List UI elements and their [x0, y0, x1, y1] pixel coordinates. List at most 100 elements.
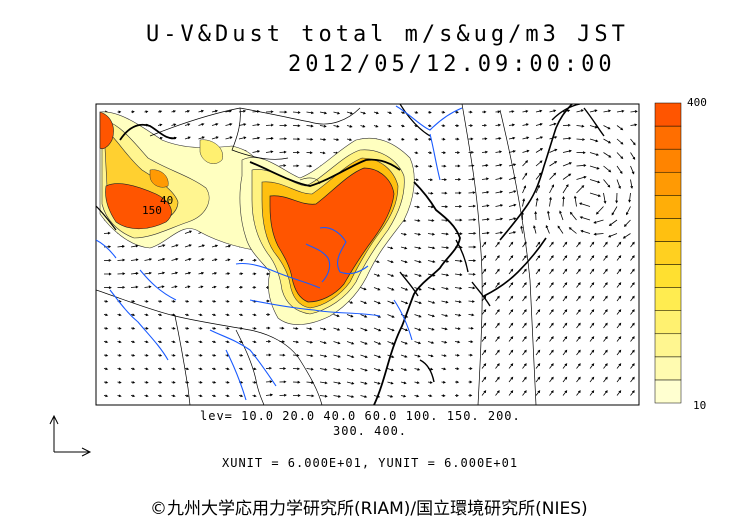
- wind-vector: [333, 314, 340, 318]
- wind-vector: [211, 313, 217, 317]
- wind-vector: [468, 245, 477, 249]
- wind-vector: [319, 368, 328, 371]
- wind-vector: [333, 341, 341, 345]
- wind-vector: [427, 300, 436, 304]
- wind-vector: [211, 272, 218, 275]
- wind-vector: [562, 136, 572, 140]
- wind-vector: [589, 109, 598, 113]
- wind-vector: [319, 341, 327, 344]
- wind-vector: [117, 285, 126, 289]
- wind-vector: [333, 111, 341, 115]
- wind-vector: [360, 381, 368, 385]
- wind-vector: [414, 232, 422, 236]
- wind-vector: [535, 282, 541, 288]
- wind-vector: [495, 123, 502, 127]
- wind-vector: [130, 285, 139, 289]
- wind-vector: [630, 179, 634, 189]
- wind-vector: [454, 259, 463, 263]
- wind-vector: [144, 353, 149, 357]
- wind-vector: [225, 299, 230, 303]
- wind-vector: [508, 241, 514, 248]
- wind-vector: [387, 300, 395, 305]
- wind-vector: [616, 268, 622, 275]
- wind-vector: [198, 299, 203, 303]
- wind-vector: [117, 313, 122, 317]
- wind-vector: [562, 255, 568, 261]
- wind-vector: [360, 287, 367, 291]
- wind-vector: [387, 327, 395, 332]
- wind-vector: [306, 327, 313, 331]
- wind-vector: [279, 150, 287, 154]
- wind-vector: [616, 336, 622, 342]
- wind-vector: [522, 149, 530, 153]
- contour-levels-line1: lev= 10.0 20.0 40.0 60.0 100. 150. 200.: [200, 409, 521, 423]
- wind-vector: [589, 376, 595, 383]
- wind-vector: [549, 148, 558, 153]
- wind-vector: [292, 151, 300, 154]
- wind-vector: [414, 327, 422, 331]
- wind-vector: [454, 191, 462, 195]
- wind-vector: [441, 151, 447, 155]
- wind-vector: [211, 109, 218, 113]
- wind-vector: [454, 273, 463, 277]
- wind-vector: [468, 380, 473, 384]
- wind-vector: [495, 363, 500, 369]
- wind-vector: [454, 205, 463, 208]
- wind-vector: [481, 255, 487, 261]
- wind-vector: [468, 272, 476, 276]
- wind-vector: [427, 314, 435, 318]
- wind-vector: [579, 216, 591, 221]
- wind-vector: [400, 300, 409, 305]
- wind-vector: [535, 136, 544, 140]
- wind-vector: [103, 394, 109, 398]
- wind-vector: [535, 160, 543, 167]
- wind-vector: [454, 380, 460, 384]
- wind-vector: [225, 272, 231, 276]
- wind-vector: [589, 390, 595, 396]
- wind-vector: [616, 363, 622, 369]
- wind-vector: [508, 309, 514, 315]
- wind-vector: [279, 164, 287, 167]
- wind-vector: [616, 309, 622, 315]
- wind-vector: [576, 376, 581, 383]
- wind-vector: [427, 178, 434, 182]
- wind-vector: [468, 204, 476, 208]
- wind-vector: [547, 210, 550, 221]
- wind-vector: [535, 241, 541, 248]
- wind-vector: [238, 367, 244, 371]
- wind-vector: [522, 255, 527, 261]
- wind-vector: [508, 136, 516, 140]
- wind-vector: [630, 165, 635, 175]
- wind-vector: [589, 363, 595, 369]
- wind-vector: [225, 258, 231, 262]
- wind-vector: [171, 110, 177, 113]
- wind-vector: [562, 123, 571, 127]
- wind-vector: [184, 230, 193, 234]
- wind-vector: [562, 241, 568, 248]
- wind-vector: [576, 295, 581, 302]
- wind-vector: [346, 138, 353, 141]
- wind-vector: [157, 313, 163, 317]
- wind-vector: [238, 353, 244, 357]
- wind-vector: [630, 138, 636, 146]
- wind-vector: [157, 285, 165, 289]
- wind-vector: [103, 380, 109, 384]
- wind-vector: [157, 299, 163, 303]
- wind-vector: [576, 336, 581, 342]
- wind-vector: [130, 258, 139, 262]
- wind-vector: [576, 390, 581, 396]
- wind-vector: [103, 299, 109, 303]
- wind-vector: [400, 394, 407, 398]
- wind-vector: [427, 341, 435, 344]
- wind-vector: [481, 363, 487, 369]
- wind-vector: [360, 327, 368, 332]
- wind-vector: [346, 327, 354, 331]
- wind-vector: [346, 125, 353, 128]
- wind-vector: [481, 376, 487, 383]
- wind-vector: [603, 192, 607, 204]
- wind-vector: [454, 367, 460, 371]
- wind-vector: [117, 380, 122, 384]
- wind-vector: [535, 363, 541, 369]
- wind-vector: [576, 282, 581, 288]
- wind-vector: [265, 123, 274, 127]
